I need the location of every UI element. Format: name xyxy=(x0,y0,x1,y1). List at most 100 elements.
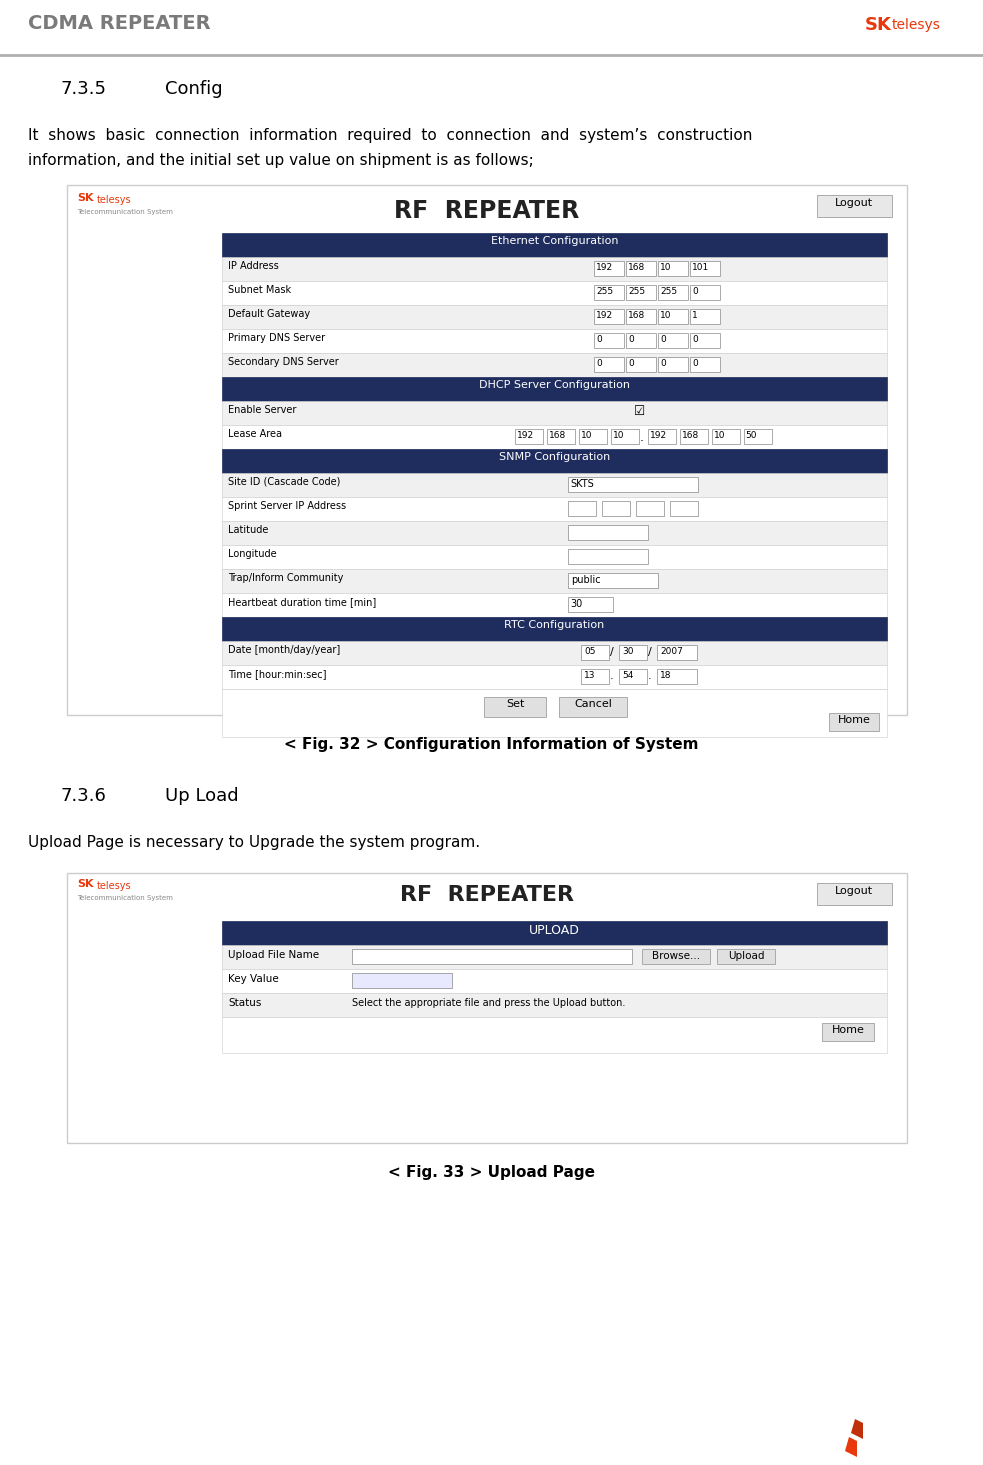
Bar xyxy=(595,286,624,300)
Bar xyxy=(659,333,688,349)
Text: Upload: Upload xyxy=(727,951,764,961)
Text: 10: 10 xyxy=(714,431,725,440)
Text: < Fig. 32 > Configuration Information of System: < Fig. 32 > Configuration Information of… xyxy=(284,737,698,752)
Bar xyxy=(822,1023,874,1042)
Bar xyxy=(222,233,887,256)
Text: Ethernet Configuration: Ethernet Configuration xyxy=(491,236,618,246)
Text: 54: 54 xyxy=(622,671,633,680)
Bar xyxy=(568,549,648,564)
Text: DHCP Server Configuration: DHCP Server Configuration xyxy=(479,379,630,390)
Bar xyxy=(222,945,887,968)
Text: SK: SK xyxy=(77,879,93,889)
Text: 7.3.5: 7.3.5 xyxy=(60,81,106,98)
Bar xyxy=(222,968,887,993)
Text: public: public xyxy=(571,574,601,585)
Bar xyxy=(581,670,609,684)
Text: Telecommunication System: Telecommunication System xyxy=(77,895,173,901)
Text: 168: 168 xyxy=(681,431,699,440)
Text: Latitude: Latitude xyxy=(228,524,268,535)
Bar xyxy=(484,697,546,716)
Text: Default Gateway: Default Gateway xyxy=(228,309,310,319)
Text: 192: 192 xyxy=(650,431,666,440)
Bar xyxy=(669,501,698,516)
Bar xyxy=(222,473,887,497)
Text: Upload Page is necessary to Upgrade the system program.: Upload Page is necessary to Upgrade the … xyxy=(28,835,480,850)
Text: Lease Area: Lease Area xyxy=(228,429,282,439)
Bar xyxy=(619,645,647,661)
Text: Upload File Name: Upload File Name xyxy=(228,949,319,960)
Text: Date [month/day/year]: Date [month/day/year] xyxy=(228,645,340,655)
Bar xyxy=(559,697,627,716)
Bar xyxy=(657,670,697,684)
Text: Subnet Mask: Subnet Mask xyxy=(228,286,291,294)
Bar xyxy=(222,617,887,642)
Text: Set: Set xyxy=(506,699,524,709)
Text: 0: 0 xyxy=(628,335,634,344)
Text: Config: Config xyxy=(165,81,222,98)
Text: Site ID (Cascade Code): Site ID (Cascade Code) xyxy=(228,478,340,486)
Text: SK: SK xyxy=(77,193,93,204)
Text: 2007: 2007 xyxy=(661,648,683,656)
Text: Enable Server: Enable Server xyxy=(228,404,297,415)
Bar xyxy=(690,261,721,275)
Bar xyxy=(657,645,697,661)
Polygon shape xyxy=(851,1420,863,1439)
Bar xyxy=(642,949,710,964)
Text: ☑: ☑ xyxy=(634,404,646,418)
Text: SK: SK xyxy=(865,16,892,34)
Bar xyxy=(817,195,892,217)
Bar xyxy=(659,286,688,300)
Bar xyxy=(595,357,624,372)
Text: Telecommunication System: Telecommunication System xyxy=(77,209,173,215)
Text: telesys: telesys xyxy=(97,880,132,891)
Text: /: / xyxy=(610,648,613,656)
Text: Logout: Logout xyxy=(835,886,873,897)
Bar xyxy=(222,642,887,665)
Bar xyxy=(829,713,879,731)
Bar xyxy=(659,309,688,324)
Text: 255: 255 xyxy=(597,287,613,296)
Bar xyxy=(626,333,657,349)
Bar xyxy=(222,689,887,737)
Bar xyxy=(743,429,772,444)
Text: Up Load: Up Load xyxy=(165,787,239,804)
Text: 10: 10 xyxy=(661,264,672,272)
Bar xyxy=(717,949,775,964)
Bar xyxy=(222,522,887,545)
Bar xyxy=(712,429,739,444)
Text: Browse...: Browse... xyxy=(652,951,700,961)
Text: SNMP Configuration: SNMP Configuration xyxy=(499,453,610,461)
Bar xyxy=(595,261,624,275)
Bar xyxy=(602,501,630,516)
Text: RF  REPEATER: RF REPEATER xyxy=(400,885,574,905)
Bar xyxy=(222,1017,887,1053)
Bar xyxy=(67,873,907,1143)
Bar xyxy=(679,429,708,444)
Text: Sprint Server IP Address: Sprint Server IP Address xyxy=(228,501,346,511)
Bar xyxy=(222,377,887,401)
Text: 10: 10 xyxy=(612,431,624,440)
Bar xyxy=(547,429,575,444)
Text: 168: 168 xyxy=(549,431,566,440)
Bar xyxy=(352,973,452,987)
Bar xyxy=(690,309,721,324)
Bar xyxy=(222,256,887,281)
Bar xyxy=(0,0,983,56)
Text: Longitude: Longitude xyxy=(228,549,276,560)
Text: .: . xyxy=(648,671,652,681)
Text: telesys: telesys xyxy=(97,195,132,205)
Bar xyxy=(352,949,632,964)
Text: 255: 255 xyxy=(628,287,646,296)
Bar xyxy=(568,524,648,541)
Bar xyxy=(581,645,609,661)
Text: 168: 168 xyxy=(628,264,646,272)
Text: 192: 192 xyxy=(597,264,613,272)
Text: .: . xyxy=(640,431,644,444)
Text: Trap/Inform Community: Trap/Inform Community xyxy=(228,573,343,583)
Text: 192: 192 xyxy=(597,311,613,319)
Bar xyxy=(648,429,675,444)
Text: Secondary DNS Server: Secondary DNS Server xyxy=(228,357,339,368)
Text: Time [hour:min:sec]: Time [hour:min:sec] xyxy=(228,670,326,678)
Text: Cancel: Cancel xyxy=(574,699,612,709)
Text: Select the appropriate file and press the Upload button.: Select the appropriate file and press th… xyxy=(352,998,625,1008)
